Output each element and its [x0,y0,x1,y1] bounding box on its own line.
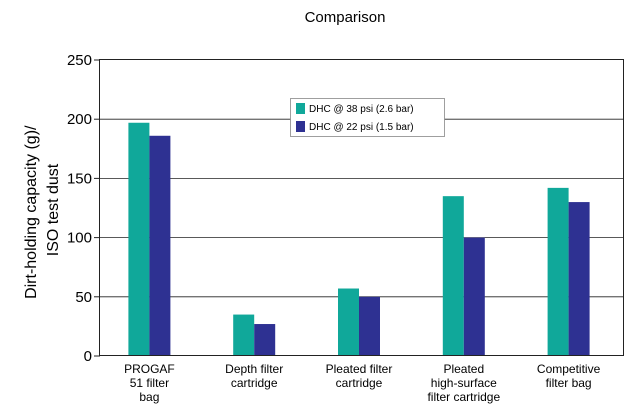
bar-1-3 [338,288,359,356]
plot-frame [99,59,624,356]
gridlines [100,118,624,298]
x-tick-label: PROGAF 51 filter bag [124,362,175,404]
legend-label-series-2: DHC @ 22 psi (1.5 bar) [309,122,414,133]
x-tick-label: Depth filter cartridge [225,362,283,390]
y-tick-label: 0 [84,348,92,365]
x-tick-label-line: cartridge [231,376,278,390]
y-axis-label-line-2: ISO test dust [45,163,62,256]
y-tick-label: 50 [75,289,92,306]
bar-2-2 [254,324,276,356]
bar-2-4 [463,237,485,356]
x-tick-label-line: filter bag [546,376,592,390]
x-tick-label-line: Pleated [443,362,484,376]
bar-2-1 [149,135,171,356]
x-tick-label-line: 51 filter [130,376,169,390]
bar-2-3 [359,296,380,356]
legend: DHC @ 38 psi (2.6 bar) DHC @ 22 psi (1.5… [290,98,445,137]
legend-swatch-series-1 [296,103,305,114]
x-tick-label-line: high-surface [431,376,497,390]
y-axis-label: Dirt-holding capacity (g)/ ISO test dust [23,121,62,299]
bar-1-5 [547,187,569,356]
x-tick-label: Pleated filter cartridge [326,362,393,390]
y-tick-label: 250 [67,52,92,69]
bar-1-1 [128,122,150,356]
x-tick-label-line: PROGAF [124,362,175,376]
legend-box [290,98,445,137]
x-tick-label-line: Pleated filter [326,362,393,376]
y-ticks: 0 50 100 150 200 250 [67,52,100,365]
x-tick-label-line: cartridge [336,376,383,390]
bar-2-5 [568,202,590,356]
bar-1-2 [233,314,255,356]
y-tick-label: 200 [67,111,92,128]
bars [128,122,590,356]
legend-swatch-series-2 [296,121,305,132]
y-tick-label: 150 [67,170,92,187]
x-tick-label: Competitive filter bag [537,362,601,390]
x-tick-label-line: Competitive [537,362,601,376]
x-tick-label-line: bag [139,390,159,404]
x-tick-label: Pleated high-surface filter cartridge [427,362,500,404]
x-tick-label-line: Depth filter [225,362,283,376]
chart-title: Comparison [305,9,386,26]
x-tick-label-line: filter cartridge [427,390,500,404]
y-axis-label-line-1: Dirt-holding capacity (g)/ [23,125,40,299]
legend-label-series-1: DHC @ 38 psi (2.6 bar) [309,104,414,115]
y-tick-label: 100 [67,230,92,247]
bar-1-4 [442,196,464,356]
